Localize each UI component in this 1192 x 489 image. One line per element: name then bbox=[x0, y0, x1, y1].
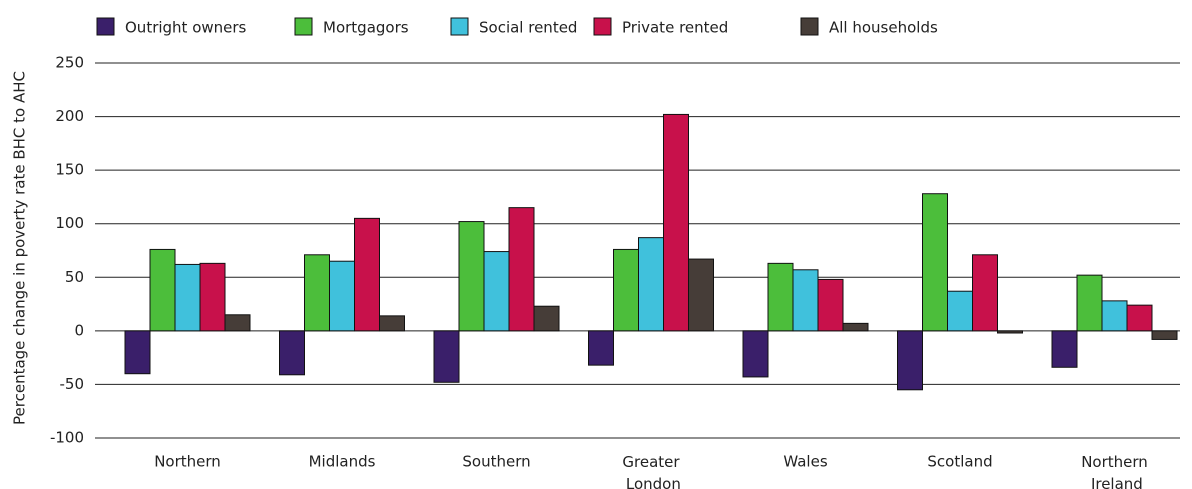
bar bbox=[224, 314, 251, 332]
bar bbox=[379, 315, 405, 332]
y-tick-label: 250 bbox=[55, 54, 84, 72]
bar bbox=[792, 269, 819, 332]
bar bbox=[817, 278, 844, 332]
x-tick-label: Northern Ireland bbox=[1081, 453, 1148, 489]
y-tick-label: -100 bbox=[50, 429, 84, 447]
y-tick-label: 100 bbox=[55, 214, 84, 232]
bar bbox=[279, 330, 305, 376]
bar bbox=[1151, 330, 1178, 340]
y-tick-label: 50 bbox=[65, 268, 84, 286]
bar bbox=[1051, 330, 1078, 368]
bar bbox=[842, 322, 869, 332]
legend-swatch bbox=[800, 17, 819, 36]
x-tick-label: Greater London bbox=[621, 453, 681, 489]
y-tick-label: 200 bbox=[55, 107, 84, 125]
legend-swatch bbox=[593, 17, 612, 36]
bar bbox=[922, 193, 948, 332]
bar bbox=[613, 248, 639, 332]
legend-label: Mortgagors bbox=[323, 19, 409, 37]
bar bbox=[947, 290, 973, 332]
bar bbox=[972, 254, 998, 332]
y-axis-label: Percentage change in poverty rate BHC to… bbox=[11, 71, 29, 425]
legend-swatch bbox=[450, 17, 469, 36]
bar bbox=[588, 330, 614, 366]
x-tick-label: Wales bbox=[783, 453, 827, 471]
legend-label: All households bbox=[829, 19, 938, 37]
bar bbox=[767, 262, 794, 332]
bar bbox=[1076, 274, 1103, 332]
bar bbox=[688, 258, 714, 332]
bar bbox=[997, 330, 1023, 334]
bar bbox=[199, 262, 226, 332]
bar bbox=[1101, 300, 1128, 332]
bar bbox=[124, 330, 151, 375]
y-tick-label: 150 bbox=[55, 161, 84, 179]
bar bbox=[329, 260, 355, 332]
legend-label: Outright owners bbox=[125, 19, 247, 37]
legend-swatch bbox=[96, 17, 115, 36]
bar bbox=[354, 217, 380, 332]
bar bbox=[533, 305, 560, 332]
bar bbox=[174, 263, 201, 332]
y-tick-label: 0 bbox=[74, 321, 84, 339]
bar bbox=[458, 221, 485, 332]
x-tick-label: Midlands bbox=[309, 453, 376, 471]
bar bbox=[483, 251, 510, 332]
bar bbox=[433, 330, 460, 383]
bar bbox=[897, 330, 923, 391]
bar bbox=[663, 113, 689, 332]
bar bbox=[508, 207, 535, 332]
legend-swatch bbox=[294, 17, 313, 36]
x-tick-label: Southern bbox=[462, 453, 530, 471]
y-tick-label: -50 bbox=[60, 375, 85, 393]
bar bbox=[1126, 304, 1153, 332]
bar bbox=[742, 330, 769, 378]
legend-label: Private rented bbox=[622, 19, 728, 37]
x-tick-label: Scotland bbox=[927, 453, 992, 471]
legend-label: Social rented bbox=[479, 19, 577, 37]
bar bbox=[304, 254, 330, 332]
x-tick-label: Northern bbox=[154, 453, 221, 471]
bar bbox=[149, 248, 176, 332]
bar bbox=[638, 237, 664, 332]
